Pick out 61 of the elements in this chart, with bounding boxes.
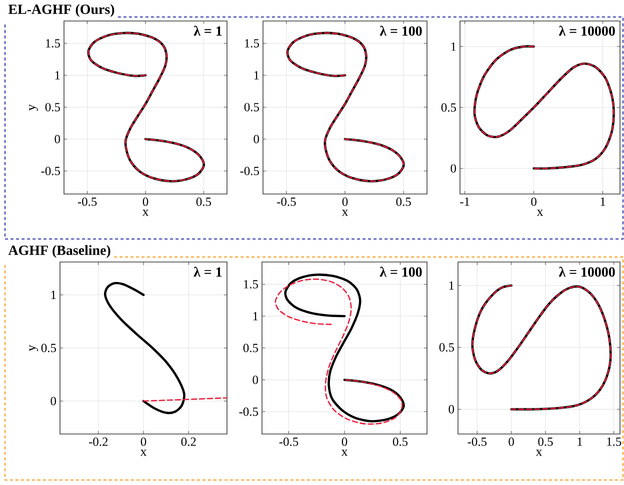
y-axis-title: y — [29, 104, 38, 111]
x-axis-title: x — [140, 450, 147, 456]
y-tick-label: 1.5 — [244, 280, 258, 288]
y-axis-title: y — [29, 344, 38, 352]
y-tick-label: 1 — [451, 42, 456, 51]
x-tick-label: 0.5 — [392, 438, 408, 446]
x-tick-label: -0.5 — [78, 198, 97, 206]
x-tick-label: 0.5 — [396, 198, 411, 206]
x-tick-label: 0 — [342, 198, 348, 206]
x-tick-label: 1 — [600, 198, 606, 206]
x-axis-title: x — [536, 450, 542, 456]
chart-title: λ = 100 — [380, 266, 422, 277]
y-tick-label: 0 — [254, 134, 260, 144]
y-tick-label: 0.5 — [439, 343, 454, 352]
y-tick-label: 0.5 — [45, 102, 60, 112]
y-tick-label: 0.5 — [441, 103, 456, 112]
x-axis-title: x — [342, 210, 348, 216]
chart-title: λ = 10000 — [558, 26, 615, 36]
x-tick-label: 0 — [508, 438, 514, 446]
y-tick-label: 1 — [55, 71, 60, 80]
chart-title: λ = 1 — [194, 266, 222, 277]
y-tick-label: 0.5 — [243, 344, 258, 352]
y-tick-label: 0.5 — [41, 344, 56, 352]
y-tick-label: 0 — [50, 396, 56, 406]
text: EL-AGHF (Ours) — [8, 4, 114, 17]
y-tick-label: 0 — [54, 134, 60, 144]
y-tick-label: 1 — [449, 281, 454, 290]
x-tick-label: 0 — [142, 198, 148, 206]
y-tick-label: 0.5 — [244, 102, 259, 112]
x-tick-label: 0 — [140, 438, 146, 446]
y-tick-label: 0 — [450, 164, 456, 173]
y-tick-label: -0.5 — [41, 166, 60, 176]
chart-title: λ = 10000 — [558, 266, 615, 277]
chart-title: λ = 100 — [380, 26, 422, 36]
x-tick-label: 0.5 — [538, 438, 553, 446]
x-tick-label: 0.2 — [181, 438, 196, 446]
y-tick-label: 1.5 — [46, 39, 60, 48]
y-tick-label: -0.5 — [239, 407, 258, 416]
y-tick-label: 1 — [253, 312, 258, 320]
x-tick-label: 0.5 — [196, 198, 212, 206]
x-tick-label: -1 — [460, 198, 470, 206]
x-tick-label: 1 — [578, 438, 582, 446]
x-axis-title: x — [341, 450, 348, 456]
y-tick-label: 1.5 — [245, 39, 259, 48]
text: AGHF (Baseline) — [8, 245, 110, 258]
x-tick-label: -0.2 — [88, 438, 108, 446]
x-axis-title: x — [536, 210, 544, 216]
y-tick-label: -0.5 — [240, 166, 259, 176]
line-series — [104, 282, 186, 414]
x-tick-label: 0 — [531, 198, 536, 206]
x-tick-label: 0 — [342, 438, 348, 446]
y-tick-label: 0 — [252, 376, 258, 384]
x-tick-label: -0.5 — [279, 438, 298, 446]
x-tick-label: -0.5 — [277, 198, 296, 206]
x-axis-title: x — [142, 210, 149, 216]
y-tick-label: 1 — [254, 71, 259, 80]
y-tick-label: 0 — [448, 405, 454, 414]
chart-title: λ = 1 — [194, 26, 222, 36]
x-tick-label: 1.5 — [607, 438, 622, 446]
y-tick-label: 1 — [51, 290, 56, 300]
x-tick-label: -0.5 — [468, 438, 487, 446]
